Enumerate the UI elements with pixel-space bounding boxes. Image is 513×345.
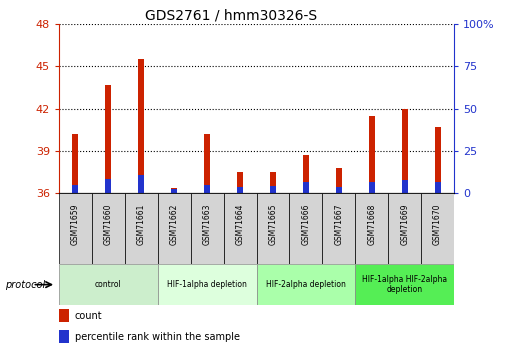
- Text: GSM71663: GSM71663: [203, 204, 212, 245]
- Bar: [72, 134, 78, 185]
- Bar: [59, 330, 69, 343]
- Bar: [158, 193, 191, 264]
- Bar: [270, 186, 276, 193]
- Bar: [322, 193, 355, 264]
- Bar: [369, 116, 374, 193]
- Bar: [59, 309, 69, 322]
- Bar: [105, 85, 111, 193]
- Bar: [402, 180, 408, 193]
- Bar: [171, 188, 177, 193]
- Bar: [72, 185, 78, 193]
- Text: GSM71662: GSM71662: [170, 204, 179, 245]
- Bar: [139, 59, 144, 193]
- Bar: [369, 116, 374, 182]
- Text: HIF-1alpha HIF-2alpha
depletion: HIF-1alpha HIF-2alpha depletion: [362, 275, 447, 294]
- Bar: [256, 264, 355, 305]
- Bar: [204, 134, 210, 193]
- Text: GSM71665: GSM71665: [268, 204, 278, 245]
- Bar: [139, 59, 144, 175]
- Bar: [336, 168, 342, 193]
- Text: GDS2761 / hmm30326-S: GDS2761 / hmm30326-S: [145, 9, 317, 23]
- Bar: [303, 155, 309, 193]
- Bar: [105, 85, 111, 179]
- Bar: [139, 175, 144, 193]
- Bar: [303, 155, 309, 182]
- Bar: [191, 193, 224, 264]
- Bar: [303, 182, 309, 193]
- Bar: [59, 264, 158, 305]
- Text: GSM71667: GSM71667: [334, 204, 343, 245]
- Bar: [355, 264, 454, 305]
- Bar: [59, 193, 92, 264]
- Bar: [256, 193, 289, 264]
- Bar: [336, 187, 342, 193]
- Bar: [237, 172, 243, 187]
- Bar: [72, 134, 78, 193]
- Bar: [270, 172, 276, 186]
- Bar: [402, 109, 408, 180]
- Text: GSM71664: GSM71664: [235, 204, 245, 245]
- Bar: [270, 172, 276, 193]
- Bar: [125, 193, 158, 264]
- Bar: [92, 193, 125, 264]
- Bar: [435, 182, 441, 193]
- Text: GSM71668: GSM71668: [367, 204, 376, 245]
- Text: percentile rank within the sample: percentile rank within the sample: [75, 332, 240, 342]
- Text: control: control: [95, 280, 122, 289]
- Bar: [171, 189, 177, 193]
- Text: HIF-1alpha depletion: HIF-1alpha depletion: [167, 280, 247, 289]
- Bar: [435, 127, 441, 182]
- Text: HIF-2alpha depletion: HIF-2alpha depletion: [266, 280, 346, 289]
- Bar: [388, 193, 421, 264]
- Text: protocol: protocol: [5, 280, 45, 289]
- Text: GSM71669: GSM71669: [400, 204, 409, 245]
- Bar: [171, 188, 177, 189]
- Bar: [237, 187, 243, 193]
- Bar: [204, 134, 210, 185]
- Bar: [402, 109, 408, 193]
- Bar: [421, 193, 454, 264]
- Text: GSM71670: GSM71670: [433, 204, 442, 245]
- Text: count: count: [75, 311, 103, 321]
- Bar: [237, 172, 243, 193]
- Bar: [105, 179, 111, 193]
- Text: GSM71659: GSM71659: [71, 204, 80, 245]
- Text: GSM71660: GSM71660: [104, 204, 113, 245]
- Bar: [224, 193, 256, 264]
- Bar: [289, 193, 322, 264]
- Bar: [204, 185, 210, 193]
- Bar: [336, 168, 342, 187]
- Bar: [158, 264, 256, 305]
- Bar: [369, 182, 374, 193]
- Text: GSM71661: GSM71661: [137, 204, 146, 245]
- Bar: [355, 193, 388, 264]
- Bar: [435, 127, 441, 193]
- Text: GSM71666: GSM71666: [301, 204, 310, 245]
